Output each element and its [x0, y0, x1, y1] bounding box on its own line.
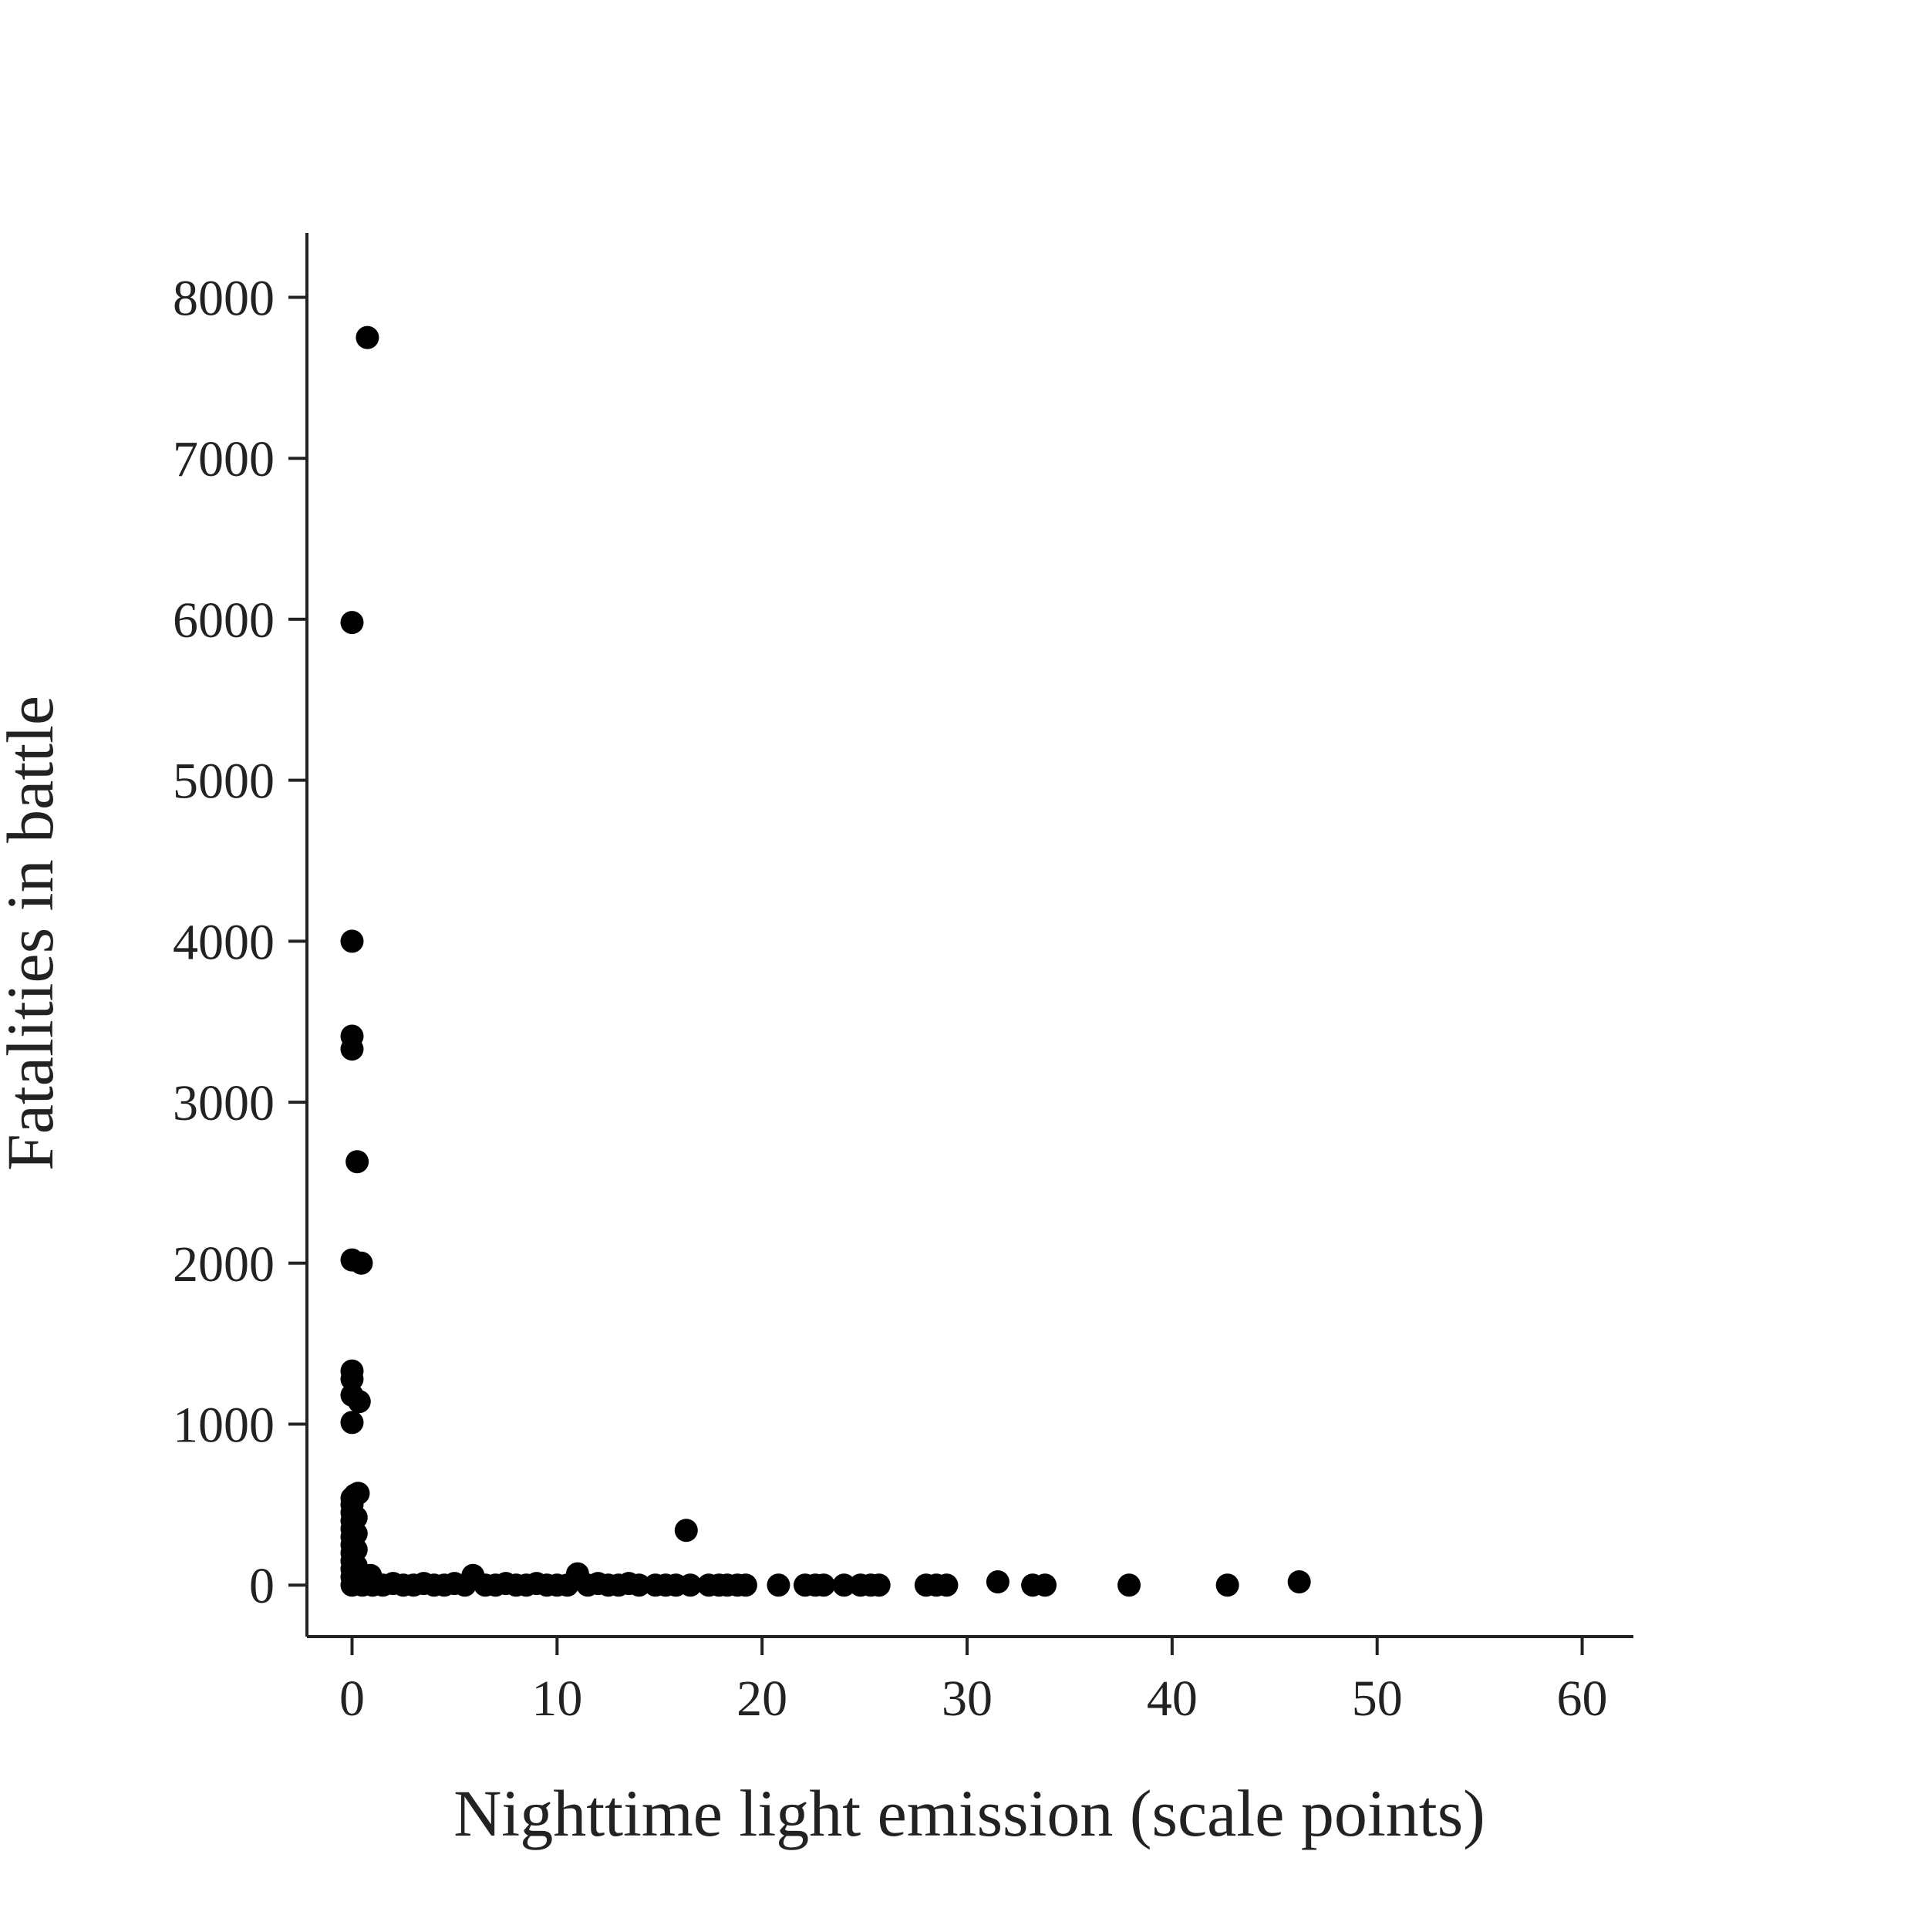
- x-tick-label: 0: [339, 1671, 365, 1727]
- y-tick-label: 5000: [173, 754, 275, 810]
- y-tick-label: 3000: [173, 1075, 275, 1131]
- data-point: [767, 1573, 790, 1597]
- y-tick-label: 8000: [173, 270, 275, 326]
- data-point: [935, 1573, 959, 1597]
- data-point: [344, 1538, 368, 1562]
- data-point: [811, 1573, 835, 1597]
- y-tick-label: 7000: [173, 431, 275, 487]
- y-tick-label: 2000: [173, 1236, 275, 1293]
- x-tick-label: 40: [1147, 1671, 1198, 1727]
- axes: 0 10 20 30 40 50 60 0 1000 2000 3000 4000 5000 6000 70…: [173, 233, 1633, 1727]
- x-axis-title: Nighttime light emission (scale points): [453, 1776, 1485, 1850]
- x-tick-label: 60: [1557, 1671, 1608, 1727]
- data-point: [733, 1573, 757, 1597]
- data-point: [340, 1411, 364, 1435]
- data-point: [344, 1505, 368, 1529]
- x-tick-label: 20: [736, 1671, 787, 1727]
- data-point: [1215, 1573, 1239, 1597]
- data-point: [344, 1522, 368, 1546]
- x-tick-label: 10: [531, 1671, 582, 1727]
- data-point: [679, 1573, 703, 1597]
- data-point: [674, 1519, 698, 1543]
- data-point: [345, 1150, 369, 1174]
- y-tick-label: 4000: [173, 914, 275, 970]
- data-point: [347, 1390, 371, 1414]
- y-tick-label: 0: [249, 1558, 275, 1614]
- data-point: [832, 1573, 856, 1597]
- data-point: [986, 1570, 1010, 1594]
- data-point: [340, 1367, 364, 1391]
- data-point: [1033, 1573, 1057, 1597]
- data-point: [349, 1251, 373, 1275]
- data-point: [340, 929, 364, 953]
- y-axis-title: Fatalities in battle: [0, 696, 67, 1171]
- data-point: [1287, 1570, 1311, 1594]
- data-points: [340, 325, 1311, 1597]
- data-point: [340, 611, 364, 635]
- data-point: [356, 325, 379, 349]
- data-point: [627, 1573, 651, 1597]
- x-tick-label: 50: [1352, 1671, 1403, 1727]
- data-point: [1117, 1573, 1141, 1597]
- data-point: [340, 1037, 364, 1061]
- data-point: [867, 1573, 891, 1597]
- x-tick-label: 30: [942, 1671, 993, 1727]
- y-tick-label: 6000: [173, 592, 275, 649]
- y-tick-label: 1000: [173, 1397, 275, 1453]
